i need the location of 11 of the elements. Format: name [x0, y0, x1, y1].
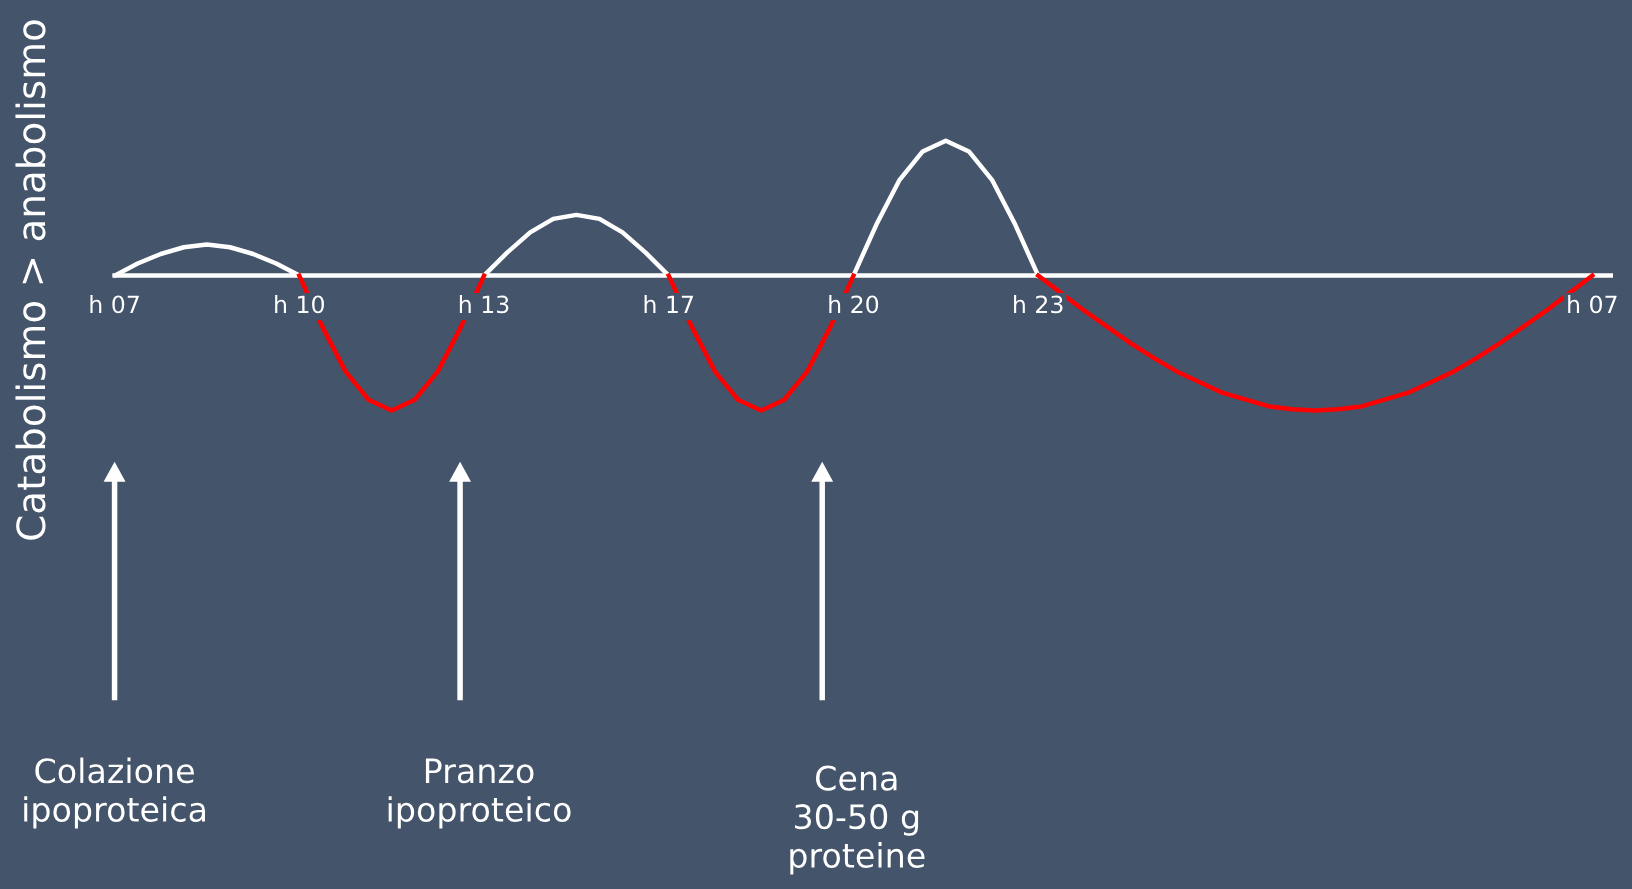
x-tick-label: h 20 — [829, 295, 879, 314]
text: Cena 30-50 g proteine — [790, 765, 925, 875]
x-tick-label: h 10 — [275, 295, 324, 314]
text: Colazione ipoproteica — [24, 757, 205, 829]
x-tick-label: h 13 — [459, 295, 509, 314]
x-tick-label: h 07 — [90, 295, 139, 314]
y-axis-title: Catabolismo > anabolismo — [15, 20, 46, 540]
text: Pranzo ipoproteico — [388, 758, 571, 829]
x-tick-label: h 07 — [1568, 295, 1617, 314]
x-tick-label: h 17 — [644, 295, 693, 313]
x-tick-label: h 23 — [1014, 295, 1063, 314]
